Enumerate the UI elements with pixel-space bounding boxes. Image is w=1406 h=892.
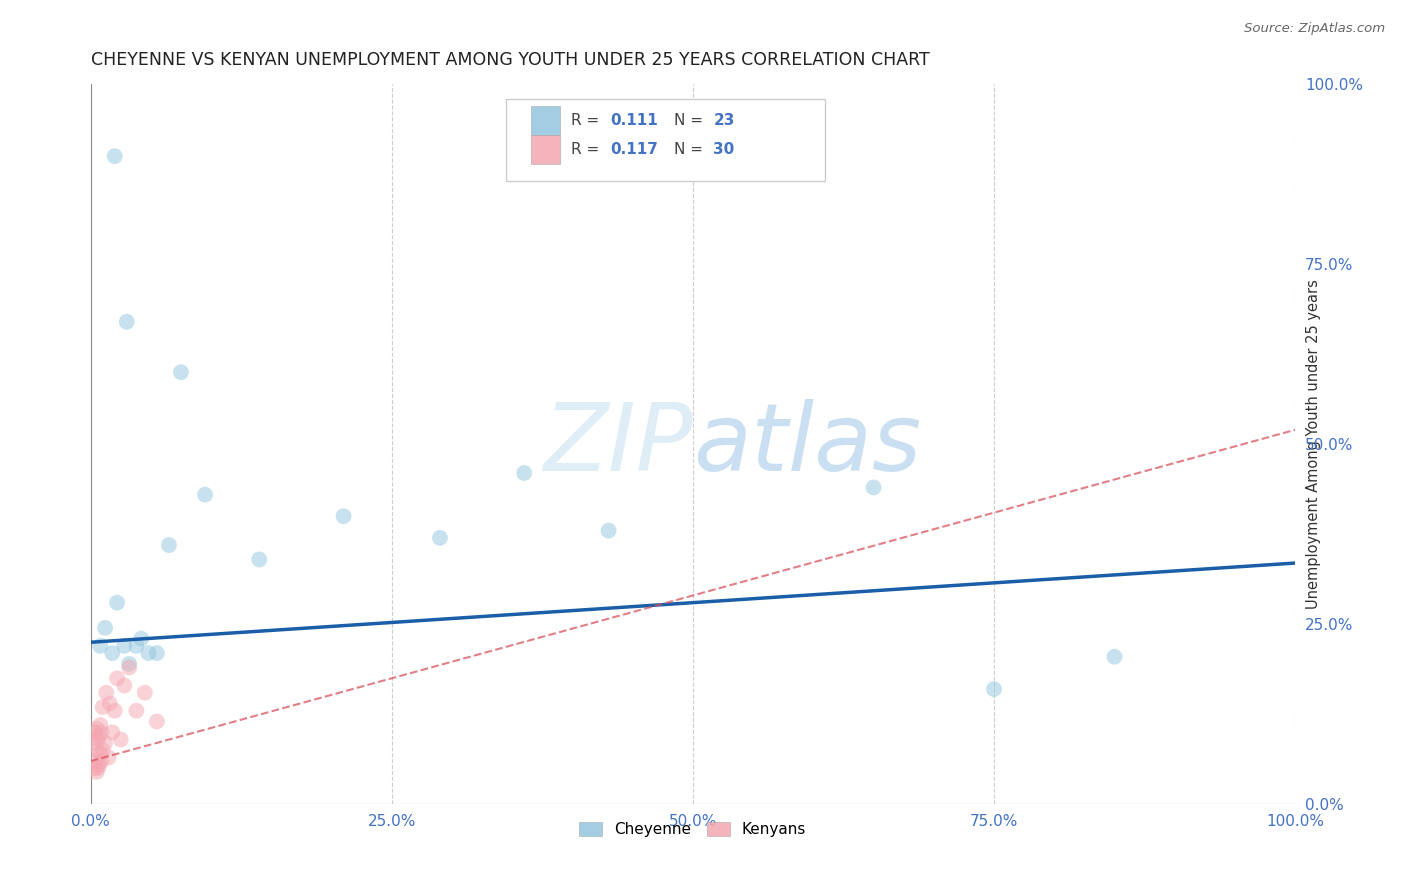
Point	[134, 686, 156, 700]
Point	[101, 646, 124, 660]
Text: R =: R =	[571, 113, 605, 128]
Point	[983, 682, 1005, 697]
Point	[429, 531, 451, 545]
Point	[86, 722, 108, 736]
Point	[87, 757, 110, 772]
Text: ZIP: ZIP	[543, 399, 693, 490]
Point	[110, 732, 132, 747]
Point	[170, 365, 193, 379]
Point	[86, 764, 108, 779]
Y-axis label: Unemployment Among Youth under 25 years: Unemployment Among Youth under 25 years	[1306, 279, 1322, 609]
Text: atlas: atlas	[693, 399, 921, 490]
Point	[86, 743, 108, 757]
Point	[332, 509, 354, 524]
Point	[125, 639, 148, 653]
Point	[118, 657, 141, 671]
Point	[105, 596, 128, 610]
Point	[90, 754, 112, 768]
Point	[98, 697, 121, 711]
Point	[89, 747, 111, 761]
Point	[84, 754, 107, 768]
Text: N =: N =	[673, 142, 707, 157]
Text: N =: N =	[673, 113, 707, 128]
Text: CHEYENNE VS KENYAN UNEMPLOYMENT AMONG YOUTH UNDER 25 YEARS CORRELATION CHART: CHEYENNE VS KENYAN UNEMPLOYMENT AMONG YO…	[90, 51, 929, 69]
FancyBboxPatch shape	[506, 98, 825, 181]
FancyBboxPatch shape	[531, 106, 561, 136]
Point	[96, 686, 118, 700]
Point	[97, 750, 120, 764]
Point	[104, 149, 127, 163]
Point	[115, 315, 138, 329]
Point	[87, 729, 110, 743]
Point	[84, 725, 107, 739]
Point	[91, 700, 114, 714]
Text: 30: 30	[713, 142, 734, 157]
Point	[194, 488, 217, 502]
Point	[1104, 649, 1126, 664]
Point	[89, 718, 111, 732]
Point	[862, 480, 884, 494]
Point	[89, 639, 111, 653]
Legend: Cheyenne, Kenyans: Cheyenne, Kenyans	[574, 816, 813, 844]
Point	[94, 621, 117, 635]
Point	[87, 761, 110, 775]
Point	[83, 736, 105, 750]
Point	[90, 725, 112, 739]
Point	[146, 646, 169, 660]
Point	[83, 761, 105, 775]
Text: R =: R =	[571, 142, 605, 157]
Point	[129, 632, 152, 646]
FancyBboxPatch shape	[531, 136, 561, 164]
Text: 0.111: 0.111	[610, 113, 658, 128]
Text: 0.117: 0.117	[610, 142, 658, 157]
Point	[118, 660, 141, 674]
Point	[146, 714, 169, 729]
Point	[87, 732, 110, 747]
Point	[112, 678, 135, 692]
Point	[125, 704, 148, 718]
Point	[104, 704, 127, 718]
Point	[94, 736, 117, 750]
Point	[105, 671, 128, 685]
Text: Source: ZipAtlas.com: Source: ZipAtlas.com	[1244, 22, 1385, 36]
Point	[513, 466, 536, 480]
Point	[598, 524, 620, 538]
Point	[138, 646, 160, 660]
Point	[157, 538, 180, 552]
Text: 23: 23	[713, 113, 735, 128]
Point	[247, 552, 270, 566]
Point	[91, 743, 114, 757]
Point	[101, 725, 124, 739]
Point	[112, 639, 135, 653]
